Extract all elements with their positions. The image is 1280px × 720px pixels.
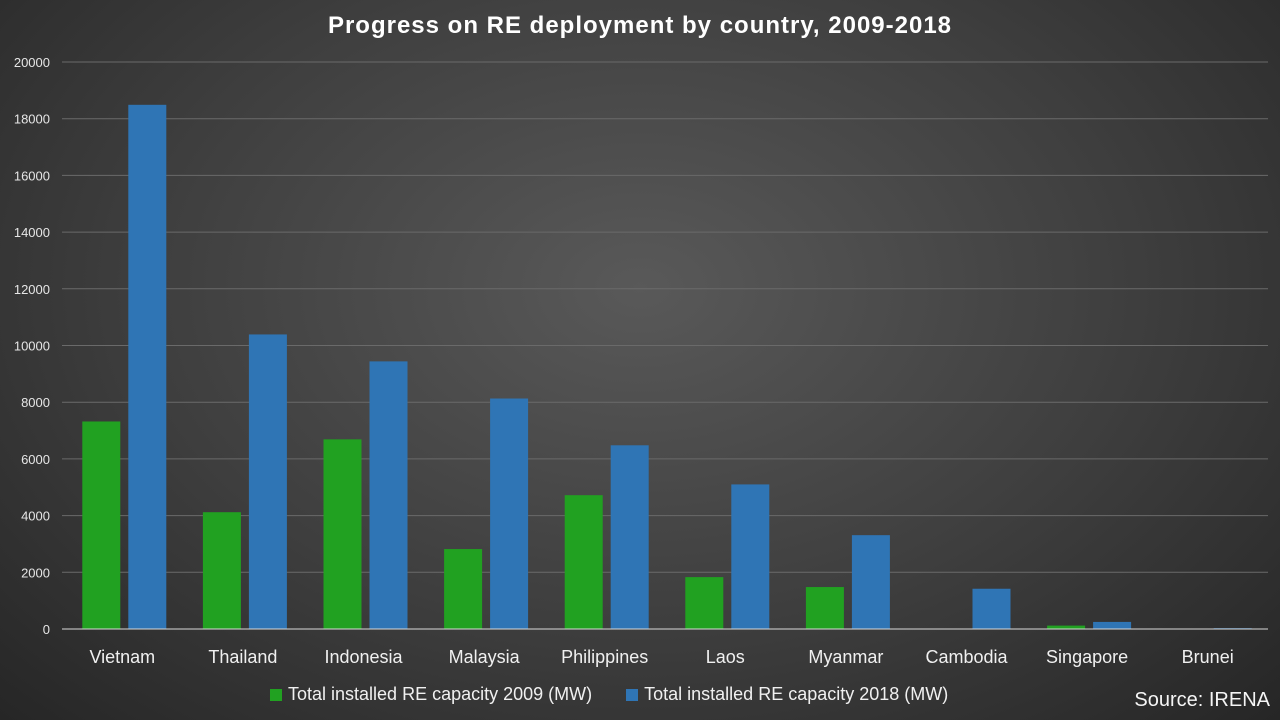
x-tick-label: Philippines [561, 647, 648, 667]
x-tick-label: Indonesia [324, 647, 403, 667]
y-tick-label: 18000 [14, 112, 50, 127]
legend-item-2009: Total installed RE capacity 2009 (MW) [270, 684, 592, 705]
legend-label-2009: Total installed RE capacity 2009 (MW) [288, 684, 593, 704]
bar-2009 [323, 439, 362, 629]
y-tick-label: 12000 [14, 282, 50, 297]
bar-2009 [685, 577, 724, 629]
y-tick-label: 16000 [14, 168, 50, 183]
y-tick-label: 6000 [21, 452, 50, 467]
y-tick-label: 0 [43, 622, 50, 637]
x-tick-label: Laos [706, 647, 745, 667]
bar-2018 [1093, 621, 1132, 629]
legend-swatch-2009 [270, 688, 282, 701]
legend: Total installed RE capacity 2009 (MW) To… [270, 684, 948, 705]
bar-2009 [202, 512, 241, 629]
source-note: Source: IRENA [1134, 689, 1270, 711]
bar-2009 [1047, 625, 1086, 629]
x-tick-label: Malaysia [449, 647, 521, 667]
x-tick-label: Thailand [208, 647, 277, 667]
y-tick-label: 4000 [21, 509, 50, 524]
bar-2018 [731, 484, 770, 629]
y-tick-label: 8000 [21, 395, 50, 410]
legend-swatch-2018 [626, 688, 639, 701]
chart-title: Progress on RE deployment by country, 20… [327, 12, 953, 39]
bar-2018 [851, 535, 890, 629]
bar-2018 [369, 361, 408, 629]
y-tick-label: 10000 [14, 339, 50, 354]
x-tick-label: Vietnam [89, 647, 155, 667]
legend-label-2018: Total installed RE capacity 2018 (MW) [644, 684, 949, 704]
bar-2018 [490, 398, 529, 629]
x-tick-label: Myanmar [808, 647, 883, 667]
bar-2018 [248, 334, 287, 629]
bar-2009 [805, 587, 844, 629]
y-tick-label: 20000 [14, 55, 50, 70]
bar-2009 [82, 421, 121, 629]
bar-2018 [610, 445, 649, 629]
bar-2009 [564, 495, 603, 629]
bar-2009 [444, 549, 483, 629]
x-tick-label: Brunei [1182, 647, 1234, 667]
bar-2018 [972, 588, 1011, 629]
y-tick-label: 14000 [14, 225, 50, 240]
bar-2018 [128, 104, 167, 630]
x-tick-label: Singapore [1046, 647, 1128, 667]
x-tick-label: Cambodia [925, 647, 1008, 667]
y-tick-label: 2000 [21, 565, 50, 580]
legend-item-2018: Total installed RE capacity 2018 (MW) [626, 684, 948, 705]
